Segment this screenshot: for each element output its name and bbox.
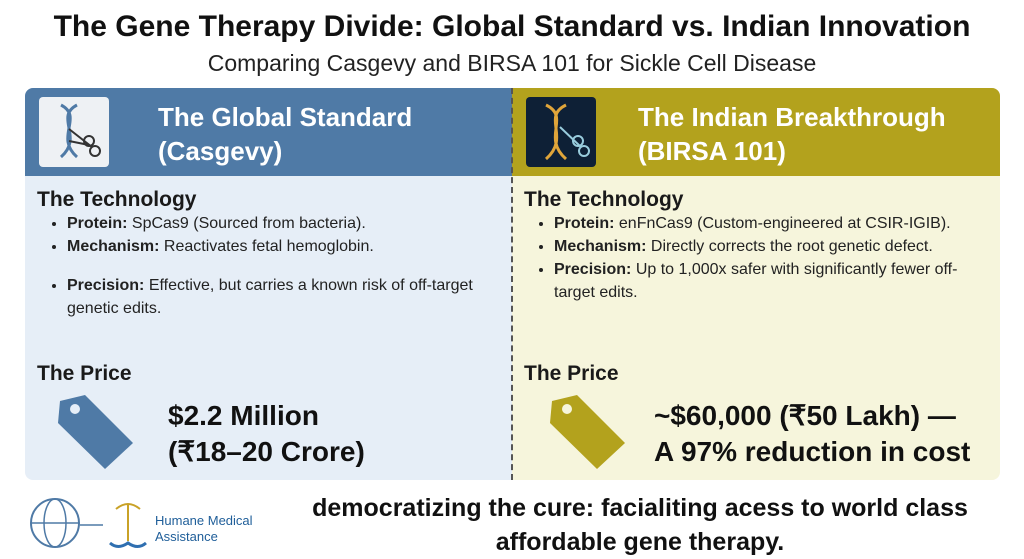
text: Reactivates fetal hemoglobin. — [163, 238, 374, 255]
bullet: Mechanism: Directly corrects the root ge… — [554, 235, 974, 258]
text: The Indian Breakthrough — [638, 102, 946, 132]
dna-icon — [39, 97, 109, 167]
title: The Gene Therapy Divide: Global Standard… — [53, 10, 971, 43]
bullet: Mechanism: Reactivates fetal hemoglobin. — [67, 235, 487, 258]
logo-text: Humane Medical Assistance — [155, 513, 253, 545]
text: Precision: — [554, 261, 632, 278]
text: Protein: — [67, 215, 128, 232]
text: Protein: — [554, 215, 615, 232]
bullet: Precision: Up to 1,000x safer with signi… — [554, 258, 974, 304]
bullet: Precision: Effective, but carries a know… — [67, 274, 487, 320]
text: Mechanism: — [67, 238, 160, 255]
bullet-list: Protein: SpCas9 (Sourced from bacteria).… — [47, 212, 487, 320]
text: Mechanism: — [554, 238, 647, 255]
text: enFnCas9 (Custom-engineered at CSIR-IGIB… — [618, 215, 951, 232]
panel-title: The Global Standard (Casgevy) — [158, 100, 412, 168]
panel: The Global Standard (Casgevy) The Technol… — [25, 88, 512, 480]
price-tag-icon — [58, 395, 133, 469]
section-heading: The Technology — [37, 188, 197, 211]
dna-icon — [526, 97, 596, 167]
bullet-list: Protein: enFnCas9 (Custom-engineered at … — [534, 212, 974, 304]
text: affordable gene therapy. — [495, 528, 785, 556]
text: SpCas9 (Sourced from bacteria). — [131, 215, 366, 232]
text: A 97% reduction in cost — [654, 436, 971, 467]
text: (₹18–20 Crore) — [168, 436, 365, 467]
panel-header: The Global Standard (Casgevy) — [25, 88, 512, 176]
text: Effective, but carries a known risk of o… — [67, 277, 473, 317]
panel-header: The Indian Breakthrough (BIRSA 101) — [512, 88, 1000, 176]
text: $2.2 Million — [168, 400, 319, 431]
bullet: Protein: enFnCas9 (Custom-engineered at … — [554, 212, 974, 235]
section-heading: The Price — [37, 362, 132, 385]
logo-icon — [30, 498, 147, 548]
text: Humane Medical — [155, 513, 253, 528]
price: ~$60,000 (₹50 Lakh) — A 97% reduction in … — [654, 398, 970, 470]
text: (Casgevy) — [158, 136, 283, 166]
section-heading: The Price — [524, 362, 619, 385]
text: Assistance — [155, 529, 218, 544]
divider — [511, 88, 513, 480]
text: Directly corrects the root genetic defec… — [650, 238, 933, 255]
price: $2.2 Million (₹18–20 Crore) — [168, 398, 365, 470]
subtitle: Comparing Casgevy and BIRSA 101 for Sick… — [207, 50, 817, 76]
text: Up to 1,000x safer with significantly fe… — [554, 261, 958, 301]
bullet: Protein: SpCas9 (Sourced from bacteria). — [67, 212, 487, 235]
text: The Global Standard — [158, 102, 413, 132]
section-heading: The Technology — [524, 188, 684, 211]
text: (BIRSA 101) — [638, 136, 786, 166]
text: ~$60,000 (₹50 Lakh) — — [654, 400, 956, 431]
tagline: democratizing the cure: facialiting aces… — [285, 491, 995, 559]
panel-title: The Indian Breakthrough (BIRSA 101) — [638, 100, 946, 168]
text: Precision: — [67, 277, 145, 294]
panel: The Indian Breakthrough (BIRSA 101) The T… — [512, 88, 1000, 480]
text: democratizing the cure: facialiting aces… — [312, 494, 968, 522]
price-tag-icon — [550, 395, 625, 469]
